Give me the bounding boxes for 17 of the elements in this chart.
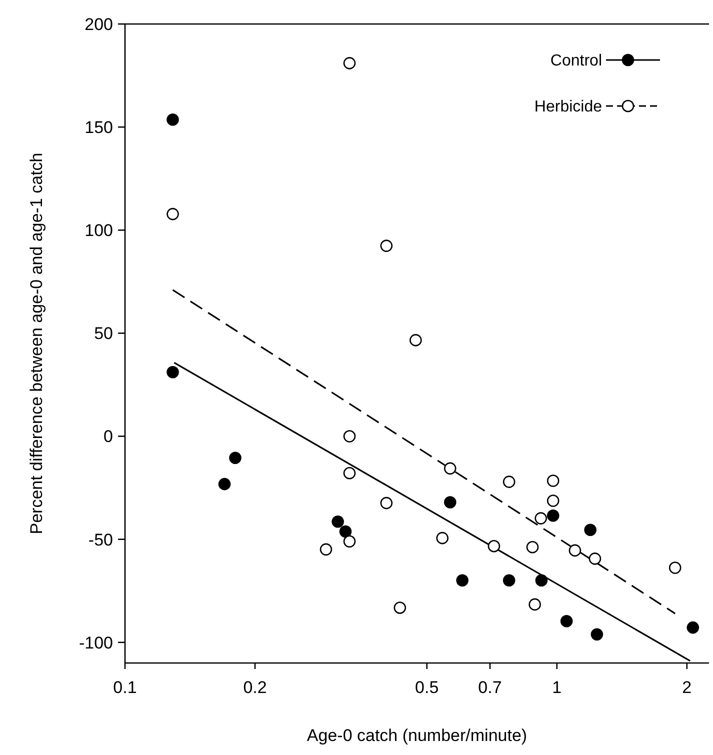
y-axis-title: Percent difference between age-0 and age-1 catch: [27, 152, 46, 534]
y-tick-label: 0: [104, 427, 113, 446]
x-tick-label: 0.7: [478, 678, 502, 697]
x-tick-label: 0.2: [243, 678, 267, 697]
x-tick-label: 0.5: [415, 678, 439, 697]
y-tick-label: -100: [78, 633, 113, 652]
x-tick-label: 2: [682, 678, 692, 697]
y-tick-label: 200: [84, 14, 113, 34]
y-tick-label: 50: [94, 324, 113, 344]
legend-label: Control: [550, 52, 602, 70]
y-tick-label: -50: [88, 530, 113, 550]
x-tick-label: 0.1: [113, 678, 137, 697]
y-tick-label: 150: [84, 118, 113, 138]
y-tick-label: 100: [84, 221, 113, 240]
legend-label: Herbicide: [534, 98, 602, 116]
x-axis-title: Age-0 catch (number/minute): [306, 726, 528, 745]
x-tick-label: 1: [552, 678, 562, 697]
